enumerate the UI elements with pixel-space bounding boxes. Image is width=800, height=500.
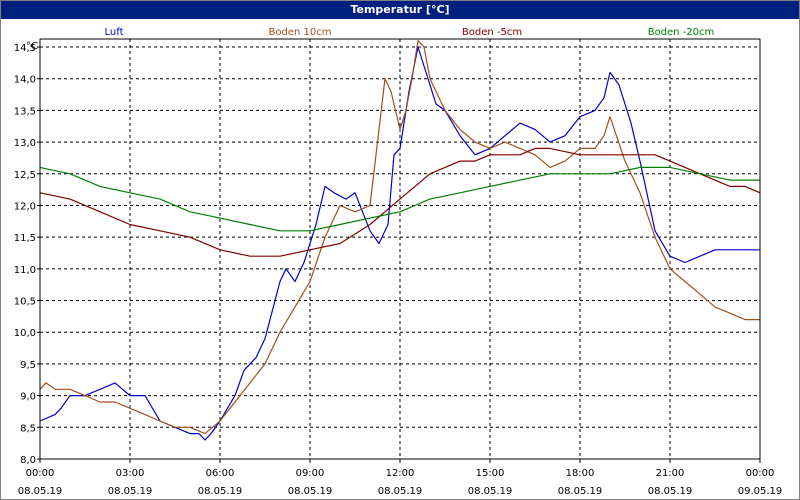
y-axis-unit: °C xyxy=(26,41,38,52)
y-tick-label: 10,5 xyxy=(14,297,36,308)
y-tick-label: 14,5 xyxy=(14,43,36,54)
x-tick-time: 09:00 xyxy=(296,468,325,479)
x-tick-time: 00:00 xyxy=(26,468,55,479)
x-tick-date: 08.05.19 xyxy=(288,486,333,497)
legend-item: Boden -5cm xyxy=(462,27,522,38)
y-tick-label: 12,0 xyxy=(14,201,36,212)
y-tick-label: 11,0 xyxy=(14,265,36,276)
x-tick-date: 08.05.19 xyxy=(558,486,603,497)
y-tick-label: 14,0 xyxy=(14,75,36,86)
series-line-boden-20cm xyxy=(39,166,760,232)
legend: Luft Boden 10cm Boden -5cm Boden -20cm xyxy=(105,27,715,38)
x-tick-time: 15:00 xyxy=(476,468,505,479)
y-tick-label: 8,0 xyxy=(20,455,36,466)
x-tick-date: 08.05.19 xyxy=(198,486,243,497)
legend-item: Boden 10cm xyxy=(269,27,332,38)
y-axis-ticks: 8,0 8,5 9,0 9,5 10,0 10,5 11,0 11,5 12,0 12,5 13,0… xyxy=(14,43,40,466)
x-tick-time: 03:00 xyxy=(116,468,145,479)
series-lines xyxy=(39,40,761,441)
x-tick-date: 08.05.19 xyxy=(18,486,63,497)
x-tick-time: 18:00 xyxy=(566,468,595,479)
x-tick-time: 06:00 xyxy=(206,468,235,479)
y-tick-label: 10,0 xyxy=(14,328,36,339)
series-line-boden-10cm xyxy=(39,40,760,435)
x-tick-time: 21:00 xyxy=(656,468,685,479)
y-tick-label: 9,5 xyxy=(20,360,36,371)
x-tick-date: 08.05.19 xyxy=(378,486,423,497)
series-line-luft xyxy=(39,46,760,441)
y-tick-label: 9,0 xyxy=(20,392,36,403)
y-tick-label: 13,0 xyxy=(14,138,36,149)
series-line-boden-5cm xyxy=(39,147,761,257)
x-tick-date: 08.05.19 xyxy=(468,486,513,497)
y-tick-label: 11,5 xyxy=(14,233,36,244)
x-tick-date: 08.05.19 xyxy=(648,486,693,497)
y-tick-label: 12,5 xyxy=(14,170,36,181)
x-tick-time: 12:00 xyxy=(386,468,415,479)
x-tick-time: 00:00 xyxy=(746,468,775,479)
y-tick-label: 13,5 xyxy=(14,106,36,117)
grid xyxy=(40,39,760,459)
x-tick-date: 08.05.19 xyxy=(108,486,153,497)
legend-item: Luft xyxy=(105,27,124,38)
x-axis-ticks: 00:00 08.05.19 03:00 08.05.19 06:00 08.05.19 0… xyxy=(18,459,783,497)
chart-title: Temperatur [°C] xyxy=(1,1,799,19)
y-tick-label: 8,5 xyxy=(20,423,36,434)
legend-item: Boden -20cm xyxy=(648,27,715,38)
x-tick-date: 09.05.19 xyxy=(738,486,783,497)
